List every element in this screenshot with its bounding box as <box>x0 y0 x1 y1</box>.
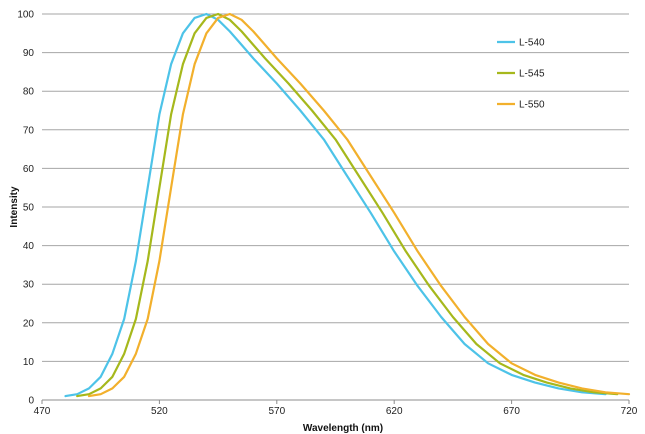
y-tick-label-30: 30 <box>23 280 35 291</box>
y-tick-label-40: 40 <box>23 241 35 252</box>
axes: 0 10 20 30 40 50 60 70 80 90 100 470 520 570 620 670 720 <box>17 10 637 418</box>
series-line-l-545 <box>76 12 619 398</box>
y-tick-label-70: 70 <box>23 125 35 136</box>
x-tick-label-470: 470 <box>34 406 51 417</box>
y-axis-title: Intensity <box>9 186 20 228</box>
x-axis-title: Wavelength (nm) <box>303 423 383 434</box>
y-tick-label-0: 0 <box>28 396 34 407</box>
x-tick-label-620: 620 <box>386 406 403 417</box>
x-tick-label-720: 720 <box>621 406 638 417</box>
legend-label-l-550: L-550 <box>519 100 545 111</box>
series-line-l-540 <box>64 12 607 398</box>
y-tick-label-90: 90 <box>23 48 35 59</box>
x-tick-label-670: 670 <box>503 406 520 417</box>
x-tick-label-520: 520 <box>151 406 168 417</box>
legend-label-l-545: L-545 <box>519 69 545 80</box>
y-tick-label-50: 50 <box>23 203 35 214</box>
series-line-l-550 <box>87 12 631 398</box>
legend-label-l-540: L-540 <box>519 38 545 49</box>
y-tick-label-20: 20 <box>23 318 35 329</box>
y-tick-label-80: 80 <box>23 87 35 98</box>
y-tick-label-10: 10 <box>23 357 35 368</box>
x-tick-label-570: 570 <box>268 406 285 417</box>
legend: L-540 L-545 L-550 <box>497 38 545 111</box>
y-tick-label-100: 100 <box>17 10 34 21</box>
gridlines <box>42 13 629 362</box>
series-lines <box>64 12 631 398</box>
y-tick-label-60: 60 <box>23 164 35 175</box>
